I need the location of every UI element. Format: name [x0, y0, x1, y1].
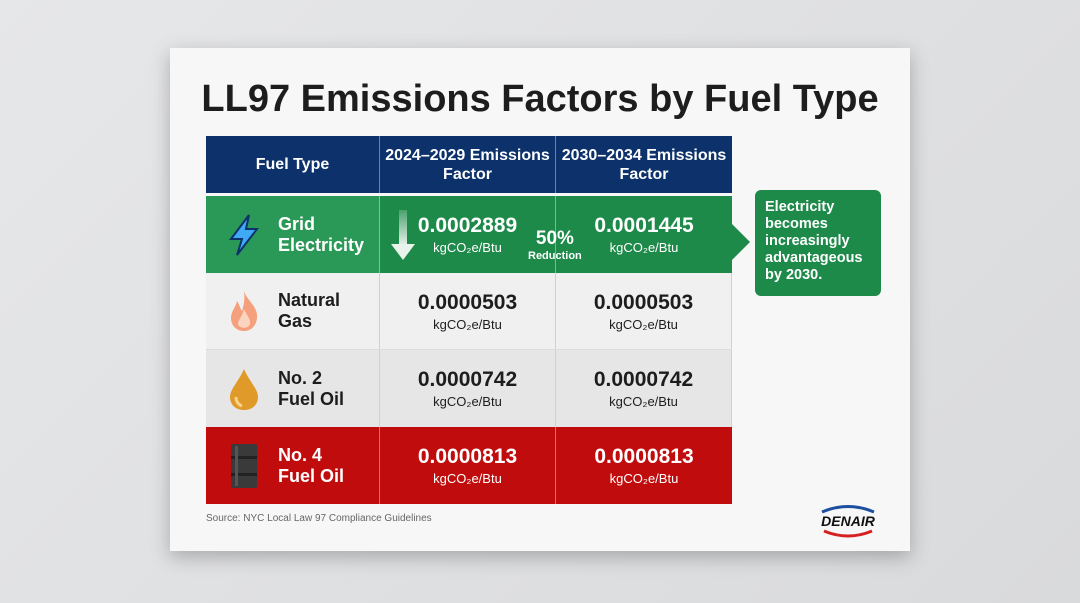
callout-box: Electricity becomes increasingly advanta…: [755, 190, 881, 296]
value-2030: 0.0000813: [594, 445, 694, 468]
header-2030-2034: 2030–2034 Emissions Factor: [561, 146, 727, 183]
denair-logo: DENAIR: [816, 503, 880, 544]
table-row-no4-fuel-oil: No. 4 Fuel Oil 0.0000813 kgCO₂e/Btu 0.000…: [206, 427, 732, 504]
value-cell: 0.0001445 kgCO₂e/Btu: [556, 196, 732, 273]
fuel-name: No. 4 Fuel Oil: [278, 444, 345, 486]
value-2024: 0.0000813: [417, 445, 518, 468]
unit: kgCO₂e/Btu: [609, 240, 679, 255]
value-2024: 0.0000742: [417, 368, 518, 391]
table-row-natural-gas: Natural Gas 0.0000503 kgCO₂e/Btu 0.000050…: [206, 273, 732, 350]
header-fuel-type: Fuel Type: [206, 136, 380, 193]
value-cell: 0.0002889 kgCO₂e/Btu 50% Reduction: [380, 196, 582, 273]
unit: kgCO₂e/Btu: [433, 316, 502, 332]
emissions-table: Fuel Type 2024–2029 Emissions Factor 203…: [206, 136, 732, 504]
unit: kgCO₂e/Btu: [609, 394, 678, 409]
fuel-name: No. 2 Fuel Oil: [278, 367, 345, 409]
value-2030: 0.0001445: [594, 214, 694, 237]
value-2030: 0.0000503: [593, 290, 694, 314]
table-row-no2-fuel-oil: No. 2 Fuel Oil 0.0000742 kgCO₂e/Btu 0.000…: [206, 350, 732, 427]
table-row-grid-electricity: Grid Electricity 0.0002889 kgCO₂e/Btu 50…: [206, 196, 732, 273]
value-2024: 0.0000503: [417, 290, 518, 314]
unit: kgCO₂e/Btu: [609, 471, 679, 486]
header-2024-2029: 2024–2029 Emissions Factor: [380, 136, 556, 193]
unit: kgCO₂e/Btu: [433, 240, 502, 255]
svg-text:DENAIR: DENAIR: [821, 513, 876, 529]
reduction-badge: 50% Reduction: [528, 228, 582, 262]
fuel-name: Natural Gas: [278, 290, 341, 331]
fuel-name: Grid Electricity: [278, 213, 365, 255]
flame-icon: [224, 289, 264, 333]
reduction-label: Reduction: [528, 250, 582, 262]
page-title: LL97 Emissions Factors by Fuel Type: [201, 78, 879, 120]
down-arrow-icon: [390, 210, 416, 267]
oil-drop-icon: [224, 367, 264, 411]
lightning-bolt-icon: [224, 213, 264, 257]
callout-pointer: [732, 224, 750, 260]
table-header: Fuel Type 2024–2029 Emissions Factor 203…: [206, 136, 732, 193]
unit: kgCO₂e/Btu: [433, 471, 502, 486]
reduction-percent: 50%: [535, 228, 574, 249]
source-note: Source: NYC Local Law 97 Compliance Guid…: [206, 513, 432, 524]
value-2024: 0.0002889: [417, 214, 518, 237]
infographic-card: LL97 Emissions Factors by Fuel Type Fuel…: [170, 48, 910, 551]
unit: kgCO₂e/Btu: [433, 394, 502, 409]
unit: kgCO₂e/Btu: [609, 316, 678, 332]
oil-barrel-icon: [224, 443, 264, 488]
value-2030: 0.0000742: [593, 368, 694, 391]
